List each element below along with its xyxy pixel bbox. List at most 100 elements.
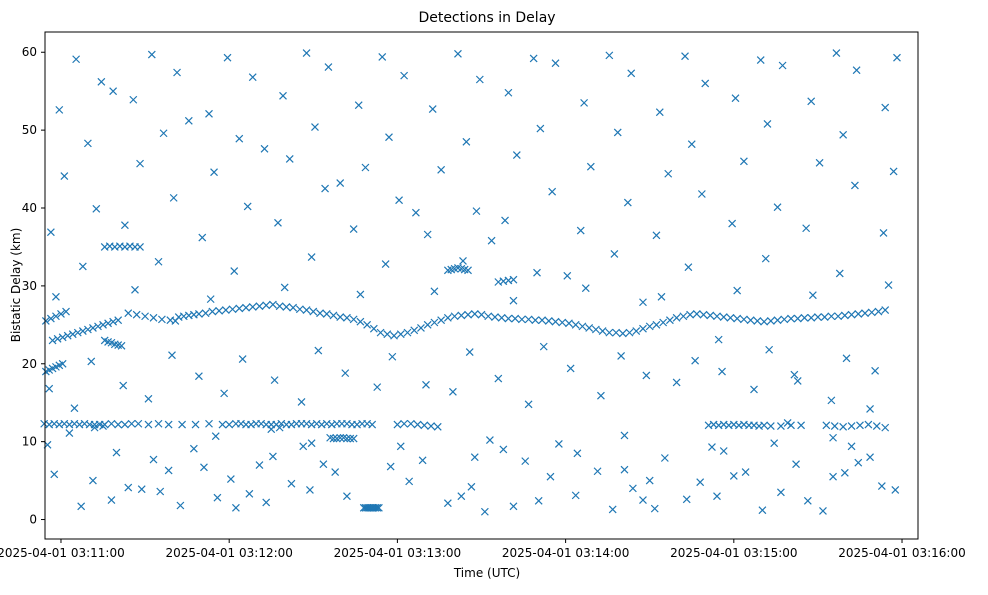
y-tick-label: 60 xyxy=(22,45,37,59)
data-point xyxy=(813,313,822,321)
data-point xyxy=(336,313,345,321)
data-point xyxy=(839,422,848,431)
data-point xyxy=(68,330,77,339)
data-point xyxy=(558,318,567,327)
data-point xyxy=(797,421,806,430)
data-point xyxy=(713,312,721,321)
data-point xyxy=(433,422,442,431)
data-point xyxy=(491,313,499,321)
data-point xyxy=(58,333,67,342)
y-tick-label: 10 xyxy=(22,435,37,449)
data-point xyxy=(625,328,634,337)
data-point xyxy=(713,492,721,501)
data-point xyxy=(533,268,541,277)
data-point xyxy=(834,312,843,321)
data-point xyxy=(149,313,158,322)
data-point xyxy=(691,356,700,365)
data-point xyxy=(803,496,812,505)
data-point xyxy=(322,310,331,318)
chart-title: Detections in Delay xyxy=(418,10,555,26)
data-point xyxy=(871,366,880,375)
data-point xyxy=(423,230,432,239)
x-tick-label: 2025-04-01 03:11:00 xyxy=(0,546,125,560)
data-point xyxy=(114,420,123,429)
data-point xyxy=(206,295,215,304)
data-point xyxy=(307,253,316,261)
data-point xyxy=(225,420,234,429)
data-point xyxy=(396,442,405,451)
data-point xyxy=(309,307,318,316)
data-point xyxy=(578,322,587,331)
data-point xyxy=(41,317,50,325)
data-point xyxy=(297,398,306,406)
data-point xyxy=(457,492,466,501)
data-point xyxy=(554,440,563,448)
data-point xyxy=(373,383,382,392)
data-point xyxy=(194,310,203,318)
data-point xyxy=(169,193,178,202)
data-point xyxy=(395,196,404,205)
data-point xyxy=(470,310,479,318)
data-point xyxy=(464,266,472,275)
data-point xyxy=(706,311,715,320)
data-point xyxy=(699,310,708,319)
data-point xyxy=(770,439,779,448)
data-point xyxy=(356,290,365,299)
data-point xyxy=(517,315,526,324)
data-point xyxy=(756,56,765,64)
data-point xyxy=(819,507,827,515)
data-point xyxy=(136,243,144,251)
data-point xyxy=(758,506,767,515)
data-point xyxy=(504,314,513,323)
data-point xyxy=(336,179,345,188)
data-point xyxy=(410,326,419,335)
data-point xyxy=(639,298,647,307)
data-point xyxy=(627,69,636,78)
data-point xyxy=(714,335,723,344)
data-point xyxy=(112,448,121,457)
data-point xyxy=(50,470,59,479)
y-tick-label: 0 xyxy=(29,513,37,527)
data-point xyxy=(454,49,462,58)
data-point xyxy=(255,302,264,311)
data-point xyxy=(361,163,370,172)
data-point xyxy=(316,309,324,318)
data-point xyxy=(800,313,809,322)
x-tick-label: 2025-04-01 03:15:00 xyxy=(670,546,797,560)
data-point xyxy=(124,483,133,492)
data-point xyxy=(48,336,57,345)
data-point xyxy=(827,312,836,321)
data-point xyxy=(274,218,282,227)
data-point xyxy=(164,466,173,475)
data-point xyxy=(586,162,595,171)
data-point xyxy=(383,330,392,339)
data-point xyxy=(509,275,518,284)
data-point xyxy=(524,315,533,324)
data-point xyxy=(201,309,210,318)
data-point xyxy=(608,505,617,514)
data-point xyxy=(437,165,446,174)
data-point xyxy=(657,292,666,301)
data-point xyxy=(684,263,693,272)
data-point xyxy=(63,331,72,340)
data-point xyxy=(832,49,841,57)
data-point xyxy=(221,306,230,314)
data-point xyxy=(760,317,769,326)
data-point xyxy=(231,503,240,512)
data-point xyxy=(497,313,506,322)
data-point xyxy=(275,423,284,432)
data-point xyxy=(881,103,890,112)
data-point xyxy=(776,488,785,497)
x-tick-label: 2025-04-01 03:13:00 xyxy=(334,546,461,560)
data-point xyxy=(78,327,87,335)
y-tick-label: 50 xyxy=(22,123,37,137)
data-point xyxy=(418,456,427,465)
data-point xyxy=(306,486,314,494)
data-point xyxy=(443,313,452,322)
data-point xyxy=(144,394,153,403)
data-point xyxy=(171,317,180,325)
data-point xyxy=(176,501,185,510)
data-point xyxy=(792,460,800,469)
data-point xyxy=(295,305,304,314)
